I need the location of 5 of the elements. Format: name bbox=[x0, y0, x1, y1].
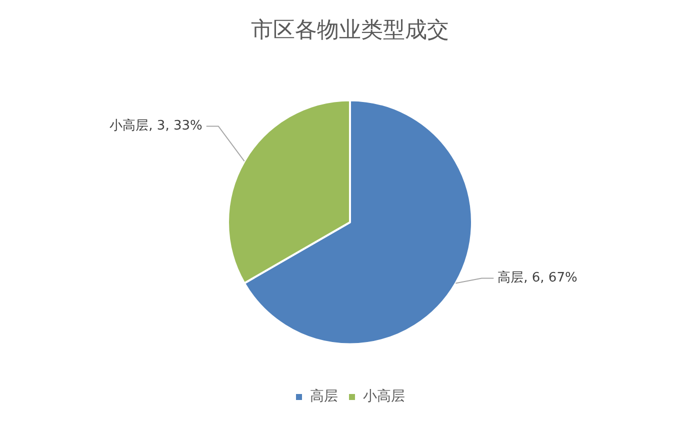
legend-label: 高层 bbox=[310, 388, 338, 405]
data-label: 小高层, 3, 33% bbox=[110, 118, 202, 134]
data-label: 高层, 6, 67% bbox=[498, 270, 578, 286]
chart-title: 市区各物业类型成交 bbox=[251, 18, 449, 43]
legend-label: 小高层 bbox=[363, 388, 405, 405]
